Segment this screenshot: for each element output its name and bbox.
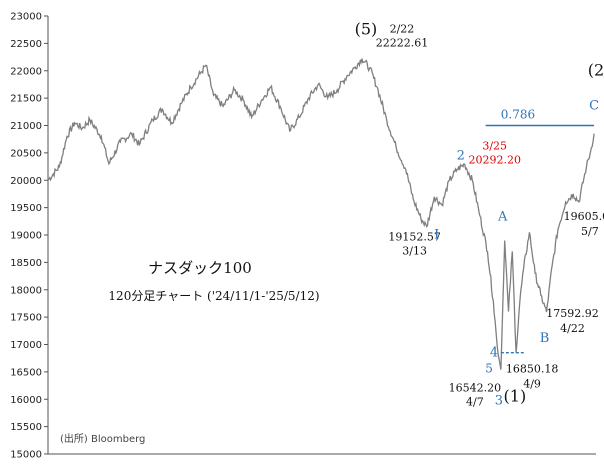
y-tick-label: 18000 xyxy=(10,285,42,296)
y-tick-label: 21000 xyxy=(10,121,42,132)
wave-1-label: (1) xyxy=(504,387,527,406)
y-tick-label: 19000 xyxy=(10,231,42,242)
y-axis: 15000 15500 16000 16500 17000 17500 18000 18500… xyxy=(10,12,596,461)
wave-i-label: I xyxy=(434,228,439,243)
wave-a-label: A xyxy=(497,209,508,224)
y-tick-label: 21500 xyxy=(10,94,42,105)
wave-5-small-date: 4/9 xyxy=(523,378,541,391)
y-tick-label: 15000 xyxy=(10,450,42,461)
y-tick-label: 17500 xyxy=(10,313,42,324)
wave-5-label: (5) xyxy=(355,20,378,39)
wave-5-value: 22222.61 xyxy=(376,37,429,50)
low-5-7-value: 19605.07 xyxy=(564,210,604,223)
wave-2-date: 3/25 xyxy=(482,139,507,152)
y-tick-label: 19500 xyxy=(10,203,42,214)
wave-3-value: 16542.20 xyxy=(449,382,502,395)
y-tick-label: 15500 xyxy=(10,422,42,433)
chart-subtitle: 120分足チャート ('24/11/1-'25/5/12) xyxy=(108,289,319,303)
y-tick-label: 20000 xyxy=(10,176,42,187)
wave-i-value: 19152.57 xyxy=(388,231,441,244)
y-tick-label: 23000 xyxy=(10,12,42,23)
level-lines: 0.786 xyxy=(485,108,595,354)
y-tick-label: 17000 xyxy=(10,340,42,351)
wave-b-value: 17592.92 xyxy=(546,307,599,320)
wave-b-label: B xyxy=(540,331,550,346)
wave-3-label: 3 xyxy=(495,394,503,409)
wave-3-date: 4/7 xyxy=(466,396,484,409)
low-5-7-date: 5/7 xyxy=(581,225,599,238)
wave-5-date: 2/22 xyxy=(390,23,415,36)
source-label: (出所) Bloomberg xyxy=(60,432,145,445)
price-line-layer xyxy=(47,58,595,370)
wave-2-big-label: (2) xyxy=(588,61,604,80)
wave-2-value: 20292.20 xyxy=(468,153,521,166)
y-tick-label: 18500 xyxy=(10,258,42,269)
wave-5-small-label: 5 xyxy=(485,362,493,376)
y-tick-label: 20500 xyxy=(10,148,42,159)
wave-b-date: 4/22 xyxy=(560,322,585,335)
y-tick-label: 22500 xyxy=(10,39,42,50)
wave-5-small-value: 16850.18 xyxy=(506,363,559,376)
fib-0786-label: 0.786 xyxy=(501,108,535,122)
y-tick-label: 22000 xyxy=(10,66,42,77)
y-tick-label: 16500 xyxy=(10,367,42,378)
y-tick-label: 16000 xyxy=(10,395,42,406)
wave-i-date: 3/13 xyxy=(402,245,427,258)
wave-4-label: 4 xyxy=(490,346,498,361)
wave-c-label: C xyxy=(589,99,599,114)
price-line xyxy=(47,58,595,370)
chart-title: ナスダック100 xyxy=(148,259,252,277)
wave-2-label: 2 xyxy=(457,148,465,163)
